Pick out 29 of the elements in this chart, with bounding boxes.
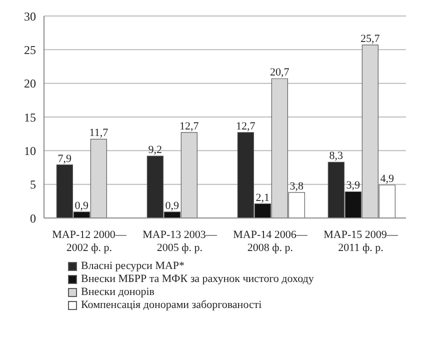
data-label: 4,9 (380, 173, 395, 186)
x-tick-label: МАР-14 2006—2008 ф. р. (233, 229, 308, 254)
data-label: 3,8 (290, 180, 304, 192)
data-label: 9,2 (148, 144, 162, 156)
y-tick-label: 25 (24, 42, 36, 57)
data-label: 11,7 (89, 127, 109, 140)
y-tick-label: 20 (24, 76, 36, 91)
y-tick-label: 30 (24, 9, 36, 24)
y-tick-label: 15 (24, 110, 36, 124)
x-tick-label: МАР-12 2000—2002 ф. р. (52, 229, 128, 254)
legend-label: Власні ресурси МАР* (81, 260, 185, 273)
data-label: 0,9 (74, 200, 90, 212)
legend-label: Внески МБРР та МФК за рахунок чистого доходу (81, 273, 314, 286)
data-label: 25,7 (360, 32, 380, 45)
y-tick-label: 5 (30, 178, 36, 192)
data-label: 12,7 (236, 120, 256, 132)
y-tick-label: 0 (30, 211, 36, 226)
data-label: 0,9 (165, 200, 180, 212)
legend-label: Компенсація донорами заборгованості (81, 299, 262, 312)
x-tick-label: МАР-13 2003—2005 ф. р. (142, 229, 218, 254)
y-tick-label: 10 (24, 144, 36, 158)
data-label: 2,1 (256, 192, 270, 204)
data-label: 12,7 (180, 120, 200, 132)
legend-label: Внески донорів (81, 286, 154, 299)
data-label: 7,9 (58, 152, 72, 165)
data-label: 20,7 (270, 66, 290, 79)
data-label: 8,3 (329, 150, 344, 162)
data-label: 3,9 (346, 180, 361, 192)
x-tick-label: МАР-15 2009—2011 ф. р. (324, 229, 399, 254)
